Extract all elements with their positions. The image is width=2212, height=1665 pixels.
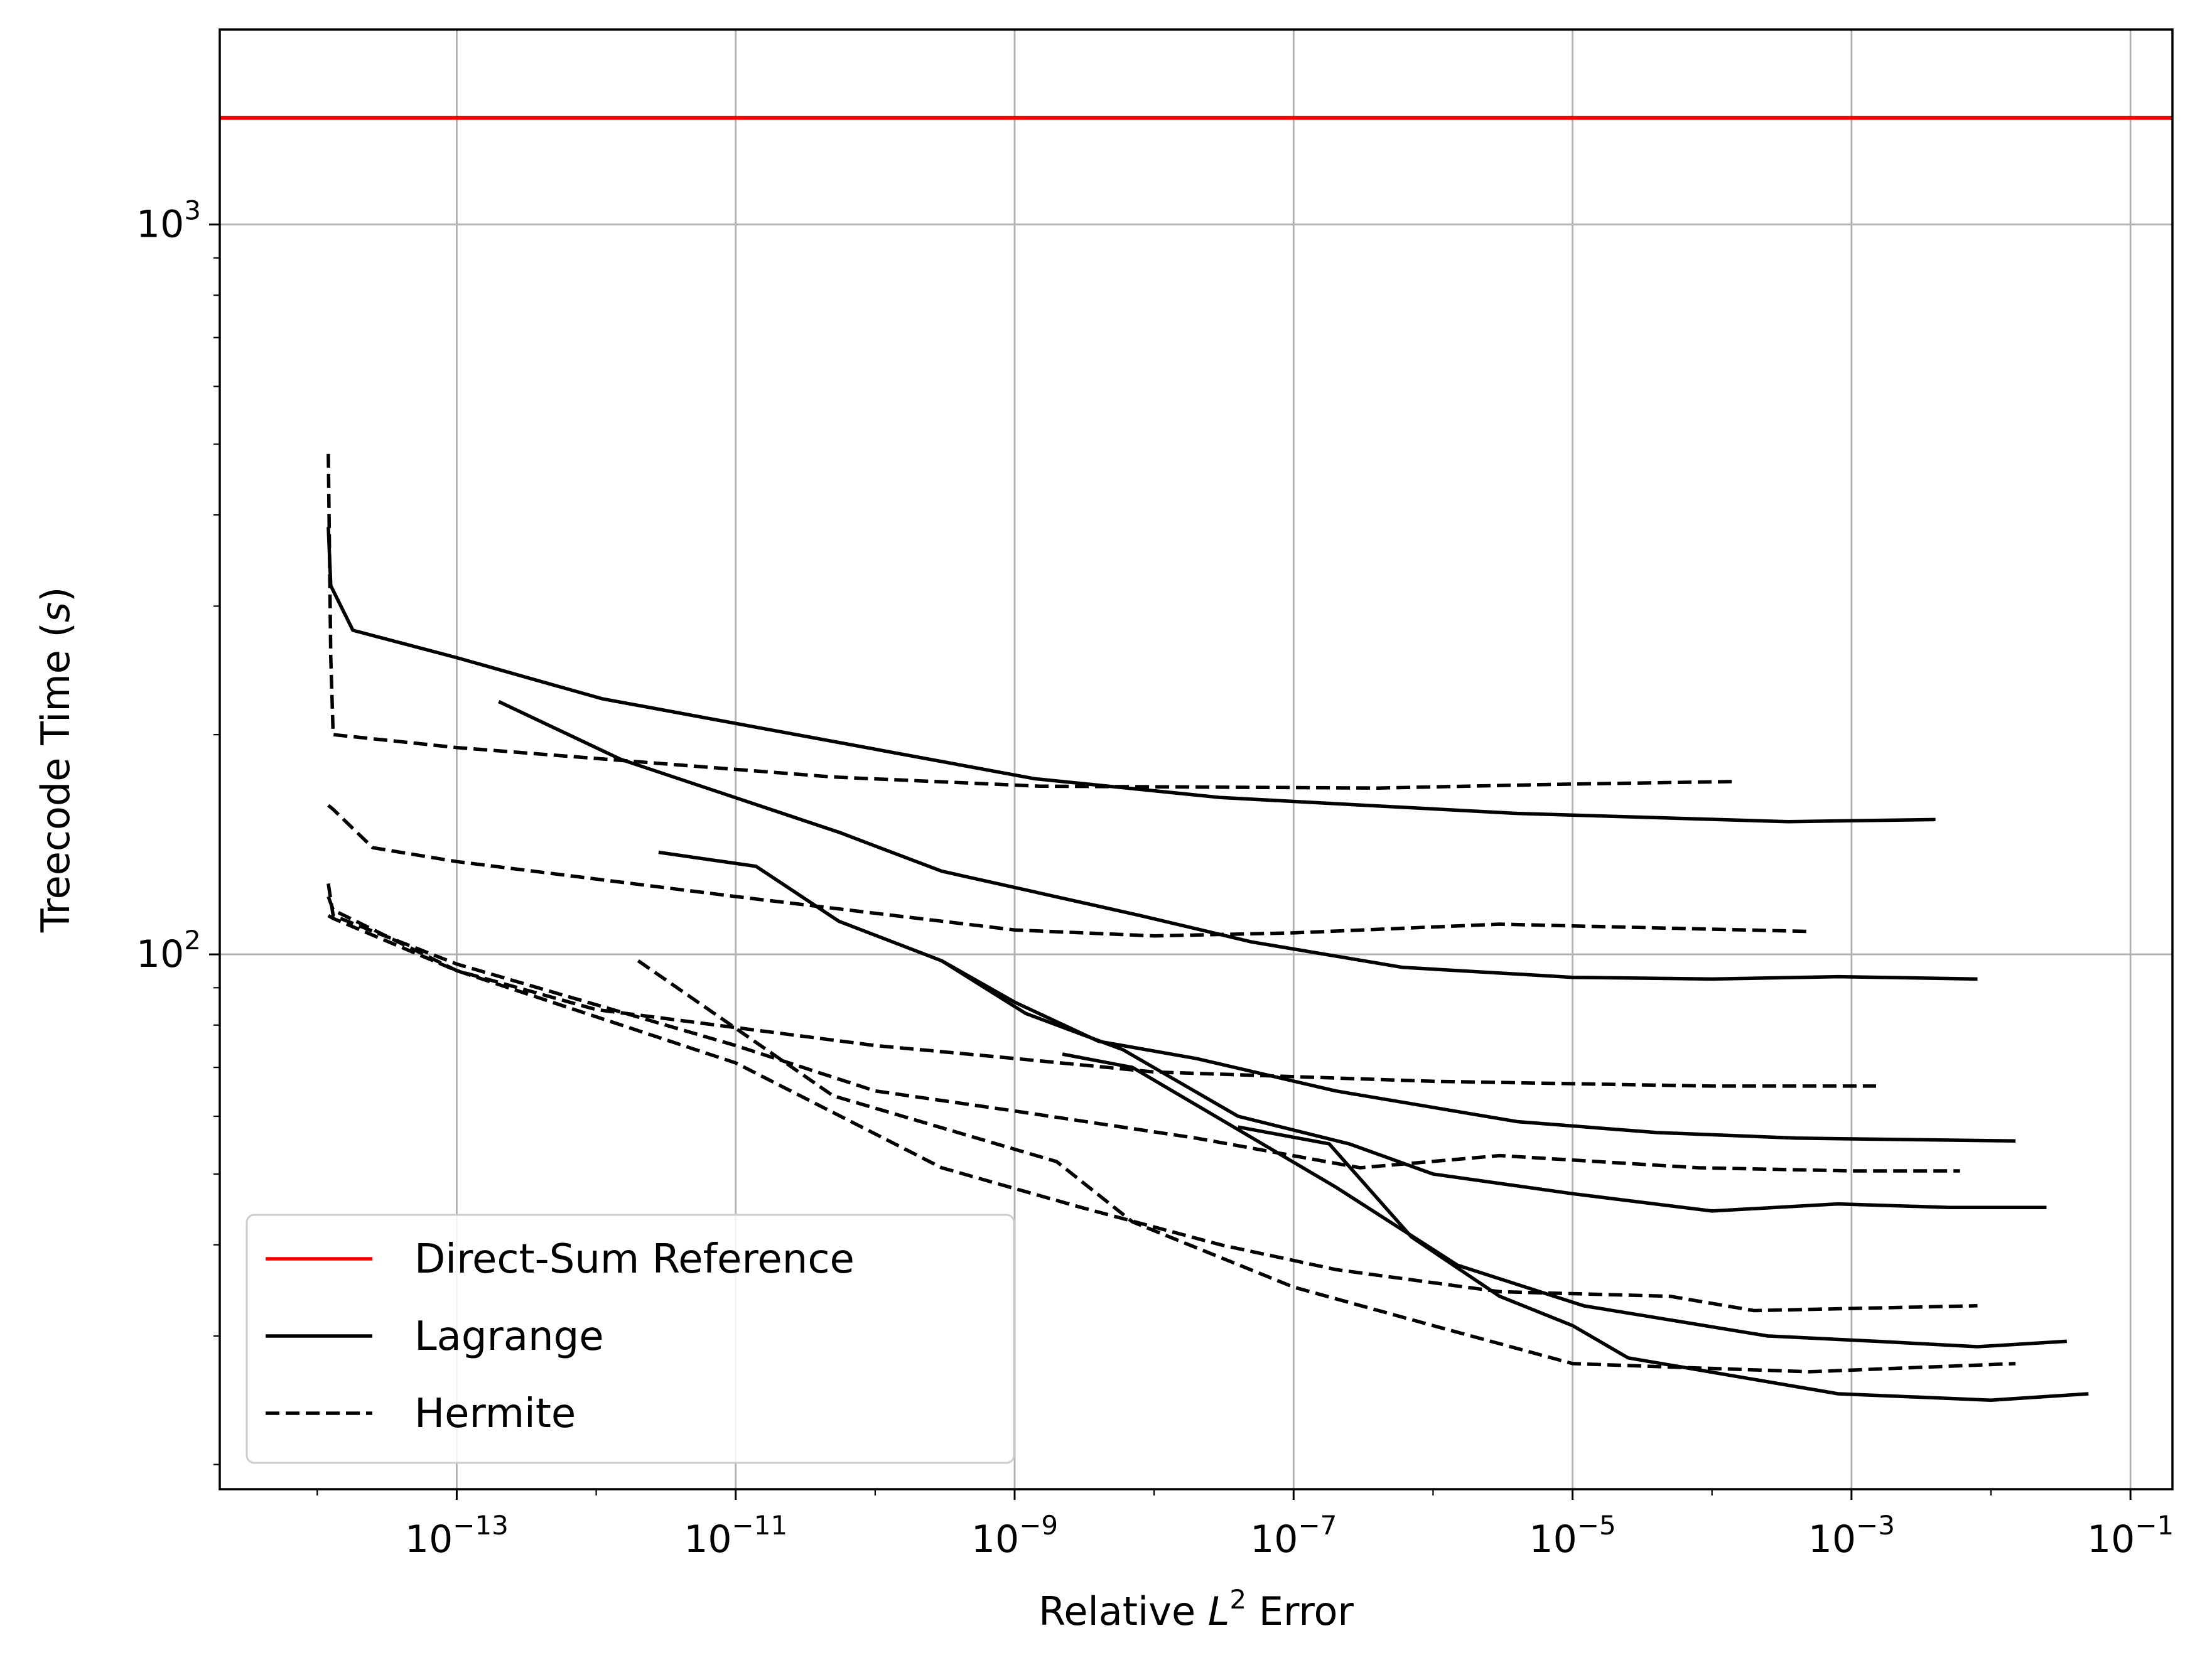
series-line-lagrange-6 bbox=[1238, 1125, 2089, 1402]
x-tick-label: 10−1 bbox=[2087, 1510, 2174, 1561]
x-tick-label: 10−5 bbox=[1529, 1510, 1616, 1561]
ticks-layer: 10−13 10−11 10−9 10−7 10−5 10−3 10−1 102 103 bbox=[136, 195, 2174, 1561]
series-line-hermite-9 bbox=[326, 896, 1876, 1088]
legend-box bbox=[245, 1214, 1015, 1464]
plot-frame bbox=[219, 28, 2174, 1490]
x-tick-label: 10−13 bbox=[405, 1510, 509, 1561]
y-tick-label: 103 bbox=[136, 195, 201, 247]
series-line-lagrange-5 bbox=[1062, 1052, 2067, 1349]
x-tick-label: 10−7 bbox=[1250, 1510, 1337, 1561]
series-line-hermite-8 bbox=[327, 804, 1810, 938]
x-axis-label: Relative L2 Error bbox=[1039, 1584, 1354, 1634]
y-tick-label: 102 bbox=[136, 925, 201, 976]
grid bbox=[220, 30, 2172, 1489]
y-axis-label: Treecode Time (s) bbox=[33, 587, 78, 934]
x-tick-label: 10−11 bbox=[684, 1510, 787, 1561]
series-layer bbox=[220, 116, 2172, 1402]
series-line-hermite-10 bbox=[326, 883, 1960, 1173]
series-line-lagrange-2 bbox=[498, 700, 1978, 981]
series-line-hermite-7 bbox=[326, 453, 1737, 790]
legend-label-lagrange: Lagrange bbox=[414, 1313, 604, 1360]
legend-label-reference: Direct-Sum Reference bbox=[414, 1236, 855, 1283]
x-tick-label: 10−3 bbox=[1808, 1510, 1895, 1561]
series-line-lagrange-4 bbox=[941, 959, 2047, 1213]
series-line-lagrange-1 bbox=[326, 527, 1936, 824]
x-tick-label: 10−9 bbox=[971, 1510, 1058, 1561]
legend: Direct-Sum Reference Lagrange Hermite bbox=[245, 1214, 1015, 1464]
legend-label-hermite: Hermite bbox=[414, 1391, 576, 1437]
series-line-hermite-12 bbox=[637, 959, 2016, 1374]
series-line-lagrange-3 bbox=[658, 850, 2016, 1143]
